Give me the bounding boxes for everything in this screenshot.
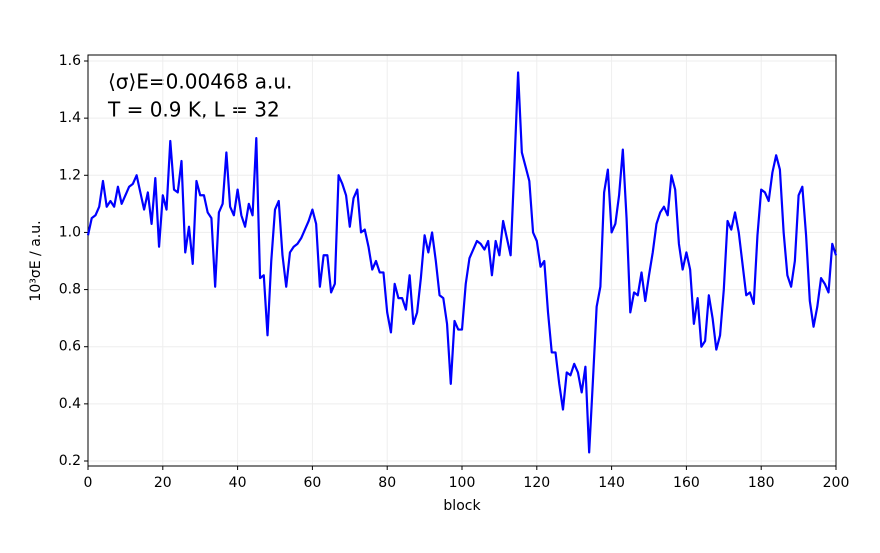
- x-tick-label: 80: [378, 475, 396, 491]
- y-axis-label: 10³σE / a.u.: [28, 220, 44, 301]
- x-tick-label: 60: [303, 475, 321, 491]
- x-tick-label: 120: [523, 475, 550, 491]
- y-tick-label: 1.0: [59, 224, 81, 240]
- annotation: T = 0.9 K, L = 32: [107, 98, 280, 122]
- y-tick-label: 1.4: [59, 110, 81, 126]
- x-tick-label: 140: [598, 475, 625, 491]
- x-axis-label: block: [443, 498, 481, 514]
- y-tick-label: 1.2: [59, 167, 81, 183]
- x-tick-label: 0: [84, 475, 93, 491]
- x-tick-label: 100: [449, 475, 476, 491]
- data-line: [86, 71, 838, 454]
- y-tick-label: 0.2: [59, 453, 81, 469]
- plot-frame: [87, 54, 837, 467]
- x-tick-label: 180: [748, 475, 775, 491]
- y-tick-label: 0.8: [59, 282, 81, 298]
- x-tick-label: 160: [673, 475, 700, 491]
- y-tick-label: 0.6: [59, 339, 81, 355]
- x-tick-label: 40: [229, 475, 247, 491]
- y-tick-label: 0.4: [59, 396, 81, 412]
- x-tick-label: 20: [154, 475, 172, 491]
- x-tick-label: 200: [823, 475, 850, 491]
- annotation: ⟨σ⟩E=0.00468 a.u.: [108, 70, 292, 94]
- y-tick-label: 1.6: [59, 53, 81, 69]
